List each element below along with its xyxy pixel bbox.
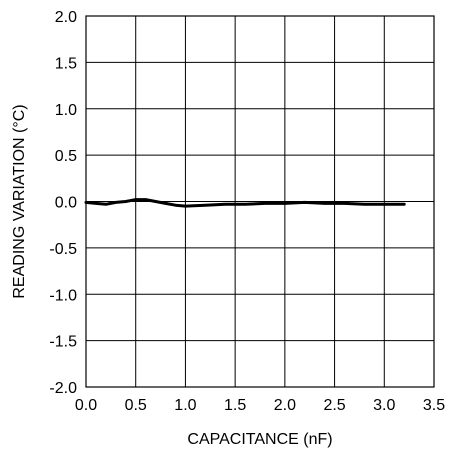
x-tick-labels: 0.0 0.5 1.0 1.5 2.0 2.5 3.0 3.5 [75,397,445,414]
x-tick-label: 2.0 [274,397,296,414]
y-tick-label: 1.5 [55,55,77,72]
grid [85,15,435,388]
y-tick-label: 0.5 [55,148,77,165]
y-axis-title: READING VARIATION (°C) [11,104,28,298]
x-tick-label: 1.5 [224,397,246,414]
x-tick-label: 0.5 [125,397,147,414]
x-tick-label: 3.0 [373,397,395,414]
y-tick-label: 0.0 [55,195,77,212]
y-tick-label: -2.0 [49,380,77,397]
x-tick-label: 2.5 [323,397,345,414]
x-tick-label: 1.0 [174,397,196,414]
series-group [84,198,406,208]
y-tick-label: -0.5 [49,241,77,258]
x-tick-label: 0.0 [75,397,97,414]
y-tick-label: -1.5 [49,334,77,351]
x-tick-label: 3.5 [423,397,445,414]
y-tick-label: 1.0 [55,102,77,119]
y-tick-label: -1.0 [49,287,77,304]
x-axis-title: CAPACITANCE (nF) [187,431,332,448]
plot-frame [85,15,435,388]
y-tick-label: 2.0 [55,9,77,26]
series-line [84,198,406,208]
y-tick-labels: 2.0 1.5 1.0 0.5 0.0 -0.5 -1.0 -1.5 -2.0 [49,9,77,397]
